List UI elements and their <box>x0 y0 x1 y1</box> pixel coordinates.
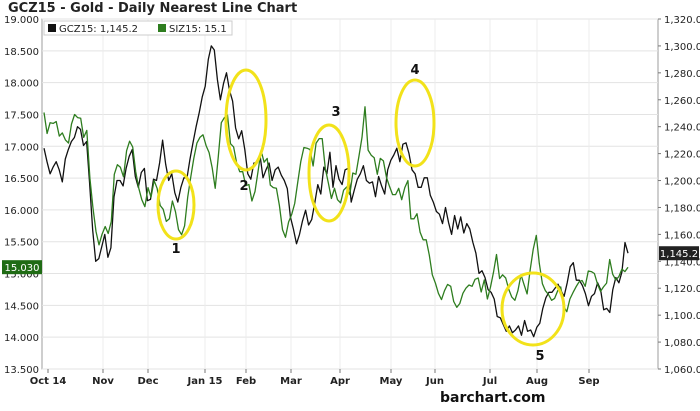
annotations: 1 2 3 4 5 <box>156 63 566 364</box>
x-tick-label: Sep <box>578 376 599 387</box>
right-tick-label: 1,300.0 <box>664 42 700 53</box>
right-tick-label: 1,280.0 <box>664 69 700 80</box>
right-tick-label: 1,100.0 <box>664 311 700 322</box>
x-tick-label: Jun <box>425 376 444 387</box>
x-axis: Oct 14 Nov Dec Jan 15 Feb Mar Apr May Jun Jul Aug S… <box>30 369 600 387</box>
highlight-ellipse-5 <box>500 271 566 347</box>
left-tick-label: 18.500 <box>4 47 39 58</box>
right-tick-label: 1,220.0 <box>664 150 700 161</box>
left-tick-label: 16.500 <box>4 174 39 185</box>
x-tick-label: May <box>380 376 403 387</box>
left-tick-label: 16.000 <box>4 206 39 217</box>
x-tick-label: Apr <box>330 376 350 387</box>
left-tick-label: 18.000 <box>4 79 39 90</box>
silver-last-value-badge <box>2 260 42 275</box>
annotation-label-4: 4 <box>410 63 419 78</box>
right-tick-label: 1,260.0 <box>664 96 700 107</box>
chart-title: GCZ15 - Gold - Daily Nearest Line Chart <box>8 1 298 16</box>
silver-last-value-text: 15.030 <box>5 263 40 274</box>
highlight-ellipse-3 <box>307 123 351 223</box>
left-axis: 19.000 18.500 18.000 17.500 17.000 16.500 16.0… <box>4 15 39 376</box>
annotation-label-5: 5 <box>535 349 544 364</box>
x-tick-label: Oct 14 <box>30 376 67 387</box>
legend-box <box>43 20 233 36</box>
gold-price-line <box>43 45 629 338</box>
legend-swatch-gold <box>48 24 56 32</box>
watermark: barchart.com <box>440 390 546 406</box>
x-tick-label: Mar <box>280 376 302 387</box>
right-tick-label: 1,180.0 <box>664 203 700 214</box>
legend-swatch-silver <box>158 24 166 32</box>
right-tick-label: 1,200.0 <box>664 177 700 188</box>
x-tick-label: Dec <box>137 376 158 387</box>
legend-label-gold: GCZ15: 1,145.2 <box>59 24 138 35</box>
right-tick-label: 1,080.0 <box>664 338 700 349</box>
x-tick-label: Nov <box>92 376 114 387</box>
left-tick-label: 13.500 <box>4 365 39 376</box>
series-layer <box>43 45 629 338</box>
right-axis: 1,320.0 1,300.0 1,280.0 1,260.0 1,240.0 1,220… <box>658 15 700 376</box>
left-tick-label: 17.000 <box>4 142 39 153</box>
right-tick-label: 1,120.0 <box>664 284 700 295</box>
annotation-label-2: 2 <box>239 179 248 194</box>
left-tick-label: 14.000 <box>4 333 39 344</box>
annotation-label-1: 1 <box>171 242 180 257</box>
right-tick-label: 1,160.0 <box>664 230 700 241</box>
value-badges: 1,145.2 15.030 <box>2 246 699 275</box>
right-tick-label: 1,240.0 <box>664 123 700 134</box>
right-tick-label: 1,060.0 <box>664 365 700 376</box>
left-tick-label: 15.500 <box>4 238 39 249</box>
left-tick-label: 17.500 <box>4 110 39 121</box>
right-tick-label: 1,320.0 <box>664 15 700 26</box>
highlight-ellipse-2 <box>224 68 268 172</box>
gold-last-value-text: 1,145.2 <box>660 249 698 260</box>
right-tick-label: 1,140.0 <box>664 257 700 268</box>
x-tick-label: Feb <box>236 376 256 387</box>
annotation-label-3: 3 <box>331 105 340 120</box>
silver-price-line <box>43 106 629 313</box>
left-tick-label: 14.500 <box>4 301 39 312</box>
highlight-ellipse-4 <box>394 78 436 168</box>
left-tick-label: 19.000 <box>4 15 39 26</box>
legend: GCZ15: 1,145.2 SIZ15: 15.1 <box>43 20 233 36</box>
highlight-ellipse-1 <box>156 169 196 241</box>
x-tick-label: Jul <box>482 376 497 387</box>
x-tick-label: Jan 15 <box>187 376 223 387</box>
gold-last-value-badge <box>659 246 699 261</box>
x-tick-label: Aug <box>526 376 548 387</box>
legend-label-silver: SIZ15: 15.1 <box>169 24 227 35</box>
left-tick-label: 15.000 <box>4 270 39 281</box>
